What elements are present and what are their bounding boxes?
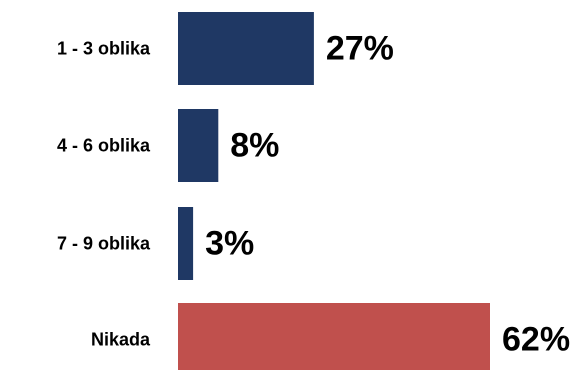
category-label-3: 7 - 9 oblika bbox=[57, 234, 151, 254]
value-label-2: 8% bbox=[230, 127, 279, 165]
category-labels: 1 - 3 oblika 4 - 6 oblika 7 - 9 oblika Nika… bbox=[57, 39, 151, 350]
value-label-1: 27% bbox=[326, 30, 394, 68]
bar-2 bbox=[178, 109, 219, 182]
value-labels: 27% 8% 3% 62% bbox=[205, 30, 570, 359]
bars bbox=[178, 12, 490, 370]
bar-3 bbox=[178, 207, 194, 280]
value-label-4: 62% bbox=[502, 321, 570, 359]
category-label-4: Nikada bbox=[91, 330, 151, 350]
category-label-1: 1 - 3 oblika bbox=[57, 39, 151, 59]
value-label-3: 3% bbox=[205, 225, 254, 263]
bar-4 bbox=[178, 303, 490, 370]
category-label-2: 4 - 6 oblika bbox=[57, 136, 151, 156]
bar-1 bbox=[178, 12, 314, 85]
